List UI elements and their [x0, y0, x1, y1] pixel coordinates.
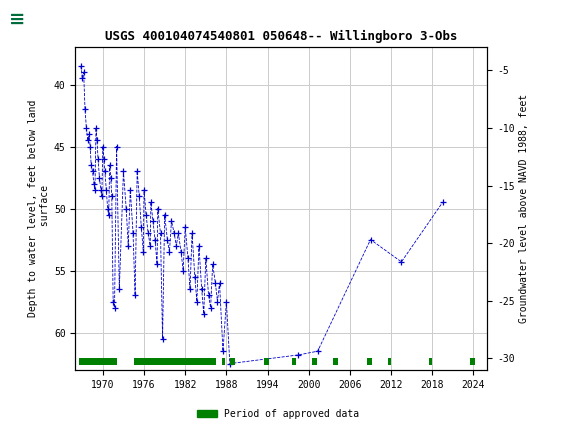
- Bar: [264, 358, 269, 365]
- Bar: [367, 358, 372, 365]
- Bar: [134, 358, 216, 365]
- Text: USGS: USGS: [26, 12, 73, 27]
- Legend: Period of approved data: Period of approved data: [193, 405, 364, 423]
- Bar: [429, 358, 432, 365]
- Y-axis label: Groundwater level above NAVD 1988, feet: Groundwater level above NAVD 1988, feet: [519, 94, 529, 323]
- Y-axis label: Depth to water level, feet below land
 surface: Depth to water level, feet below land su…: [28, 100, 50, 317]
- Bar: [230, 358, 235, 365]
- Bar: [470, 358, 475, 365]
- Bar: [387, 358, 391, 365]
- Bar: [312, 358, 317, 365]
- Bar: [292, 358, 296, 365]
- Title: USGS 400104074540801 050648-- Willingboro 3-Obs: USGS 400104074540801 050648-- Willingbor…: [105, 30, 458, 43]
- Bar: [6, 4, 46, 35]
- Bar: [79, 358, 117, 365]
- Bar: [333, 358, 338, 365]
- Bar: [222, 358, 225, 365]
- Text: ≡: ≡: [9, 10, 25, 29]
